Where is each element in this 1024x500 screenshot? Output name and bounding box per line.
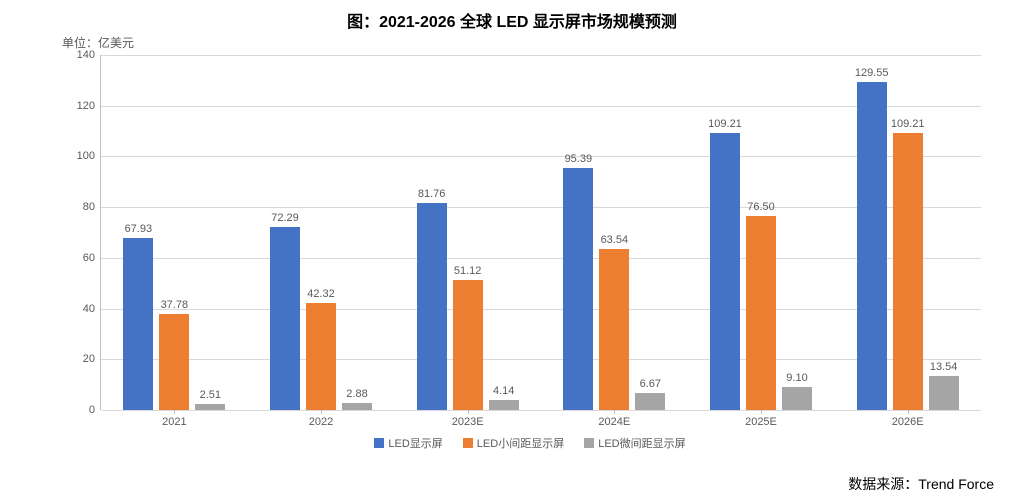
bar: 4.14 [489, 400, 519, 410]
legend-label: LED显示屏 [388, 435, 442, 451]
bar-group: 129.55109.2113.542026E [834, 55, 981, 410]
bar: 129.55 [857, 82, 887, 411]
bar-value-label: 95.39 [565, 153, 593, 165]
gridline [101, 410, 981, 411]
chart-container: 02040608010012014067.9337.782.51202172.2… [60, 55, 1000, 435]
y-tick-label: 100 [77, 150, 95, 162]
x-axis-label: 2026E [892, 416, 924, 428]
bar: 37.78 [159, 314, 189, 410]
y-tick-label: 60 [83, 252, 95, 264]
x-axis-label: 2025E [745, 416, 777, 428]
bar-value-label: 4.14 [493, 385, 514, 397]
legend-label: LED微间距显示屏 [598, 435, 685, 451]
x-tick [614, 410, 615, 414]
y-tick-label: 80 [83, 201, 95, 213]
y-tick-label: 20 [83, 353, 95, 365]
bar-group: 95.3963.546.672024E [541, 55, 688, 410]
bar: 72.29 [270, 227, 300, 410]
bar: 51.12 [453, 280, 483, 410]
chart-title: 图：2021-2026 全球 LED 显示屏市场规模预测 [0, 0, 1024, 32]
bar-value-label: 2.51 [200, 389, 221, 401]
x-tick [321, 410, 322, 414]
bar: 9.10 [782, 387, 812, 410]
bar: 6.67 [635, 393, 665, 410]
y-tick-label: 0 [89, 404, 95, 416]
bar-value-label: 51.12 [454, 265, 482, 277]
bar: 95.39 [563, 168, 593, 410]
bar-group: 81.7651.124.142023E [394, 55, 541, 410]
x-tick [468, 410, 469, 414]
bar-value-label: 76.50 [747, 201, 775, 213]
bar-value-label: 63.54 [601, 234, 629, 246]
y-tick-label: 120 [77, 100, 95, 112]
x-axis-label: 2024E [598, 416, 630, 428]
x-axis-label: 2023E [452, 416, 484, 428]
plot-area: 02040608010012014067.9337.782.51202172.2… [100, 55, 981, 410]
bar: 2.51 [195, 404, 225, 410]
bar: 76.50 [746, 216, 776, 410]
bar-value-label: 109.21 [891, 118, 925, 130]
legend: LED显示屏 LED小间距显示屏 LED微间距显示屏 [60, 435, 1000, 451]
bar-value-label: 42.32 [307, 288, 335, 300]
data-source: 数据来源：Trend Force [848, 474, 994, 494]
bar-group: 67.9337.782.512021 [101, 55, 248, 410]
legend-swatch [584, 438, 594, 448]
x-tick [761, 410, 762, 414]
bar-value-label: 13.54 [930, 361, 958, 373]
bar-group: 109.2176.509.102025E [688, 55, 835, 410]
bar-value-label: 37.78 [161, 299, 189, 311]
unit-label: 单位：亿美元 [62, 34, 134, 51]
legend-item: LED显示屏 [374, 435, 442, 451]
legend-item: LED小间距显示屏 [463, 435, 564, 451]
bar-group: 72.2942.322.882022 [248, 55, 395, 410]
legend-swatch [463, 438, 473, 448]
bar: 63.54 [599, 249, 629, 410]
bar: 2.88 [342, 403, 372, 410]
bar-value-label: 72.29 [271, 212, 299, 224]
y-tick-label: 140 [77, 49, 95, 61]
bar: 67.93 [123, 238, 153, 410]
bar-value-label: 2.88 [346, 388, 367, 400]
bar-value-label: 6.67 [640, 378, 661, 390]
bar-value-label: 67.93 [125, 223, 153, 235]
x-tick [908, 410, 909, 414]
bar-value-label: 109.21 [708, 118, 742, 130]
bar: 109.21 [893, 133, 923, 410]
x-tick [174, 410, 175, 414]
bar-value-label: 9.10 [786, 372, 807, 384]
bar-value-label: 81.76 [418, 188, 446, 200]
bar: 13.54 [929, 376, 959, 410]
bar: 42.32 [306, 303, 336, 410]
x-axis-label: 2022 [309, 416, 333, 428]
legend-item: LED微间距显示屏 [584, 435, 685, 451]
bar-value-label: 129.55 [855, 67, 889, 79]
bar: 109.21 [710, 133, 740, 410]
legend-label: LED小间距显示屏 [477, 435, 564, 451]
x-axis-label: 2021 [162, 416, 186, 428]
bar: 81.76 [417, 203, 447, 410]
legend-swatch [374, 438, 384, 448]
y-tick-label: 40 [83, 303, 95, 315]
